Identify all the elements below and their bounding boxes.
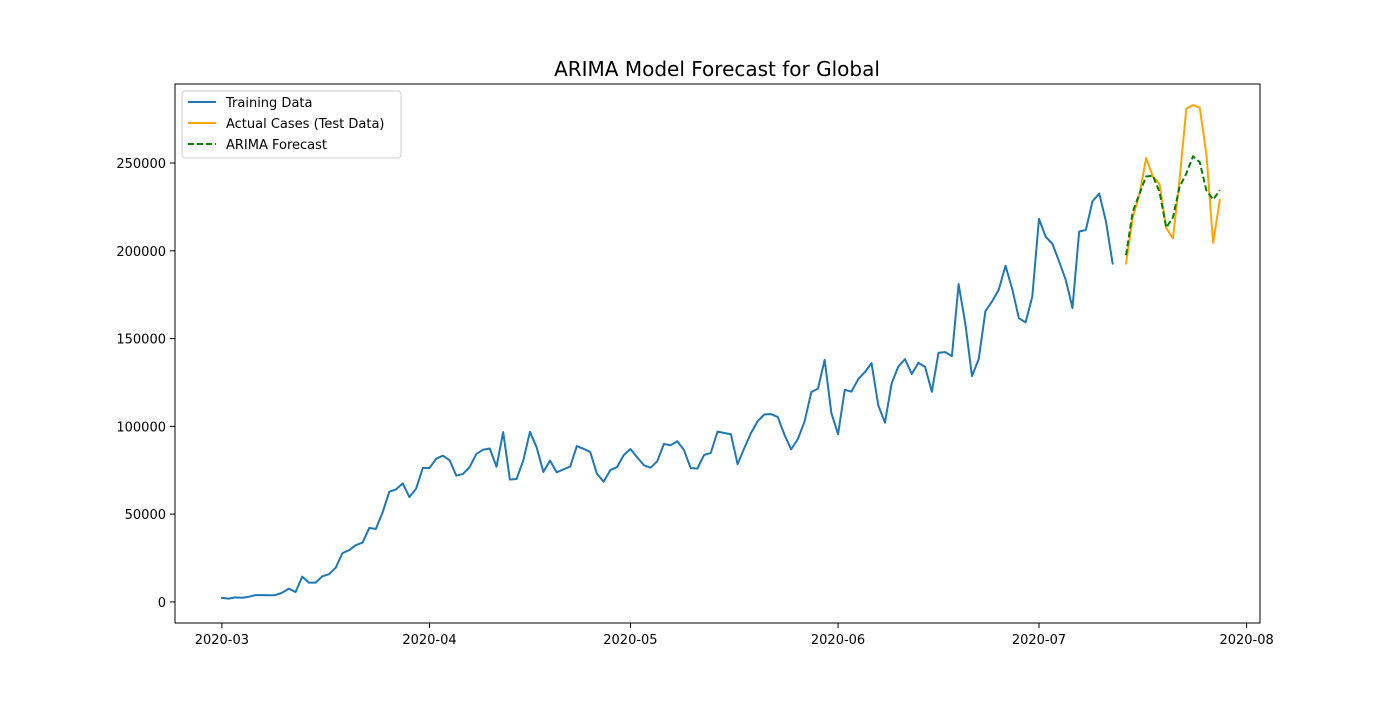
x-tick-label: 2020-04	[402, 633, 456, 648]
y-tick-label: 0	[158, 596, 166, 611]
y-tick-label: 150000	[116, 333, 166, 348]
series-line-0	[220, 192, 1114, 600]
x-tick-label: 2020-03	[195, 633, 249, 648]
legend-label-1: Actual Cases (Test Data)	[226, 117, 385, 132]
legend-label-0: Training Data	[225, 96, 312, 111]
series-line-2	[1125, 155, 1221, 256]
legend: Training Data Actual Cases (Test Data) ARI…	[181, 90, 402, 159]
chart-title: ARIMA Model Forecast for Global	[554, 57, 880, 81]
x-tick-label: 2020-05	[603, 633, 657, 648]
y-tick-label: 50000	[125, 508, 166, 523]
y-tick-label: 200000	[116, 245, 166, 260]
x-tick-label: 2020-07	[1012, 633, 1066, 648]
x-tick-label: 2020-06	[811, 633, 865, 648]
series-line-1	[1125, 104, 1221, 265]
y-axis: 0 50000 100000 150000 200000 250000	[116, 157, 175, 611]
x-tick-label: 2020-08	[1219, 633, 1273, 648]
plot-area	[220, 104, 1221, 600]
y-tick-label: 250000	[116, 157, 166, 172]
legend-box	[181, 90, 402, 159]
x-axis: 2020-03 2020-04 2020-05 2020-06 2020-07 2020-…	[195, 623, 1274, 648]
plot-frame	[174, 83, 1261, 624]
y-tick-label: 100000	[116, 420, 166, 435]
legend-label-2: ARIMA Forecast	[226, 138, 327, 153]
